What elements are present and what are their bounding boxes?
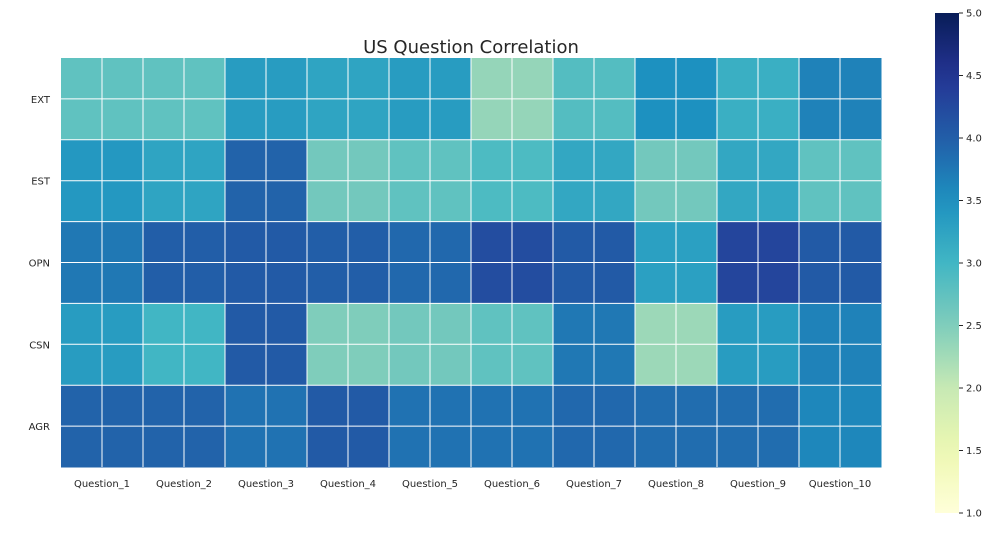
x-tick-label: Question_7: [566, 479, 622, 490]
colorbar-tick-label: 4.5: [966, 71, 982, 82]
x-tick-label: Question_10: [809, 479, 871, 490]
y-tick-label: OPN: [29, 259, 50, 270]
y-tick-label: EXT: [31, 95, 51, 106]
x-tick-label: Question_8: [648, 479, 704, 490]
y-axis-ticks: EXT EST OPN CSN AGR: [29, 95, 51, 433]
x-tick-label: Question_9: [730, 479, 786, 490]
chart-title: US Question Correlation: [363, 37, 579, 58]
colorbar-tick-label: 1.0: [966, 509, 982, 520]
colorbar-tick-label: 3.5: [966, 196, 982, 207]
colorbar-tick-label: 4.0: [966, 134, 982, 145]
y-tick-label: CSN: [29, 340, 50, 351]
x-tick-label: Question_3: [238, 479, 294, 490]
x-tick-label: Question_4: [320, 479, 376, 490]
colorbar: [935, 13, 959, 513]
colorbar-tick-label: 3.0: [966, 259, 982, 270]
colorbar-tick-label: 1.5: [966, 446, 982, 457]
colorbar-tick-label: 2.5: [966, 321, 982, 332]
colorbar-tick-label: 5.0: [966, 9, 982, 20]
x-tick-label: Question_5: [402, 479, 458, 490]
y-tick-label: EST: [31, 177, 51, 188]
x-tick-label: Question_1: [74, 479, 130, 490]
colorbar-tick-label: 2.0: [966, 384, 982, 395]
grid-lines: [61, 58, 881, 467]
y-tick-label: AGR: [29, 422, 50, 433]
x-tick-label: Question_2: [156, 479, 212, 490]
colorbar-ticks: 1.0 1.5 2.0 2.5 3.0 3.5 4.0 4.5 5.0: [959, 9, 982, 520]
x-tick-label: Question_6: [484, 479, 540, 490]
x-axis-ticks: Question_1 Question_2 Question_3 Question_4…: [74, 479, 871, 490]
